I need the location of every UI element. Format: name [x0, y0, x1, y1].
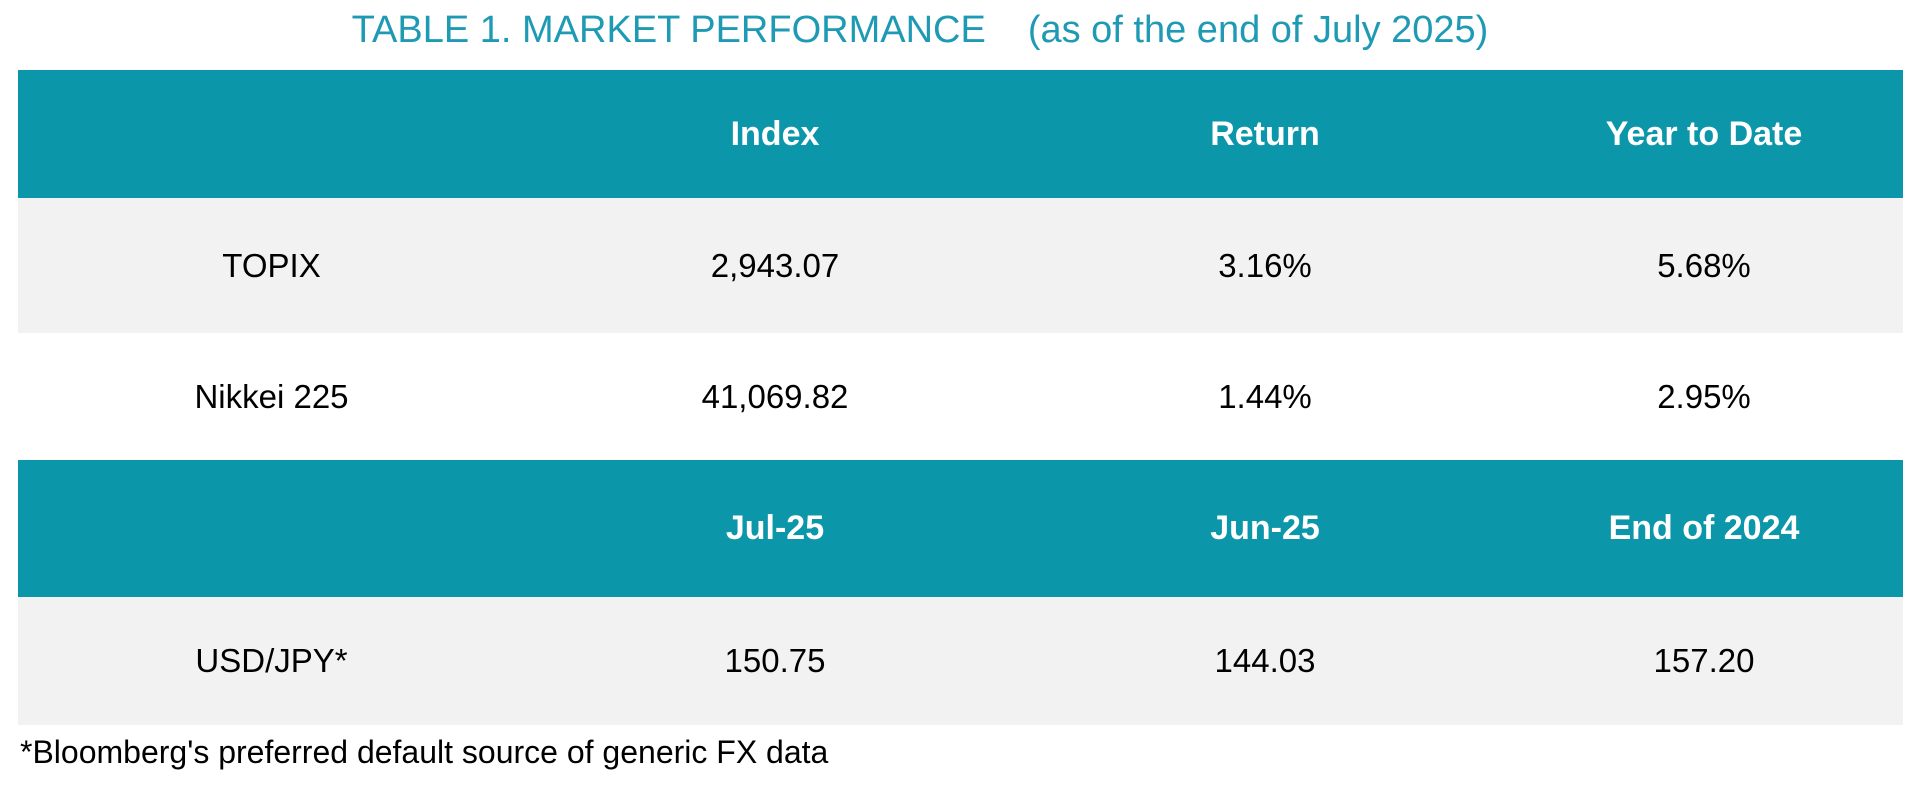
index-header-row: Index Return Year to Date: [18, 70, 1903, 198]
market-performance-table: Index Return Year to Date TOPIX 2,943.07…: [18, 70, 1903, 725]
header-cell-jul25: Jul-25: [725, 509, 825, 547]
header-cell-empty: [18, 70, 525, 198]
header-cell-end2024: End of 2024: [1608, 509, 1800, 547]
table-row-nikkei: Nikkei 225 41,069.82 1.44% 2.95%: [18, 333, 1903, 460]
table-title: TABLE 1. MARKET PERFORMANCE: [351, 9, 986, 51]
header-cell-jun25: Jun-25: [1210, 509, 1320, 547]
fx-header-row: Jul-25 Jun-25 End of 2024: [18, 460, 1903, 597]
table-row-usdjpy: USD/JPY* 150.75 144.03 157.20: [18, 597, 1903, 725]
row-label: USD/JPY*: [195, 642, 348, 679]
cell-index-value: 2,943.07: [710, 246, 840, 284]
page-title: TABLE 1. MARKET PERFORMANCE (as of the en…: [0, 8, 1840, 52]
cell-return-value: 3.16%: [1218, 246, 1312, 284]
table-row-topix: TOPIX 2,943.07 3.16% 5.68%: [18, 198, 1903, 333]
header-cell-ytd: Year to Date: [1605, 114, 1803, 153]
cell-jun25-value: 144.03: [1214, 642, 1316, 679]
cell-index-value: 41,069.82: [701, 377, 849, 415]
footnote: *Bloomberg's preferred default source of…: [20, 734, 829, 770]
cell-ytd-value: 5.68%: [1657, 246, 1751, 284]
header-cell-index: Index: [730, 114, 820, 153]
header-cell-empty: [18, 460, 525, 597]
cell-ytd-value: 2.95%: [1657, 377, 1751, 415]
table-title-date: (as of the end of July 2025): [1027, 9, 1489, 51]
cell-jul25-value: 150.75: [724, 642, 826, 679]
row-label: TOPIX: [222, 246, 321, 284]
cell-return-value: 1.44%: [1218, 377, 1312, 415]
header-cell-return: Return: [1210, 114, 1320, 153]
row-label: Nikkei 225: [194, 377, 349, 415]
cell-end2024-value: 157.20: [1653, 642, 1755, 679]
